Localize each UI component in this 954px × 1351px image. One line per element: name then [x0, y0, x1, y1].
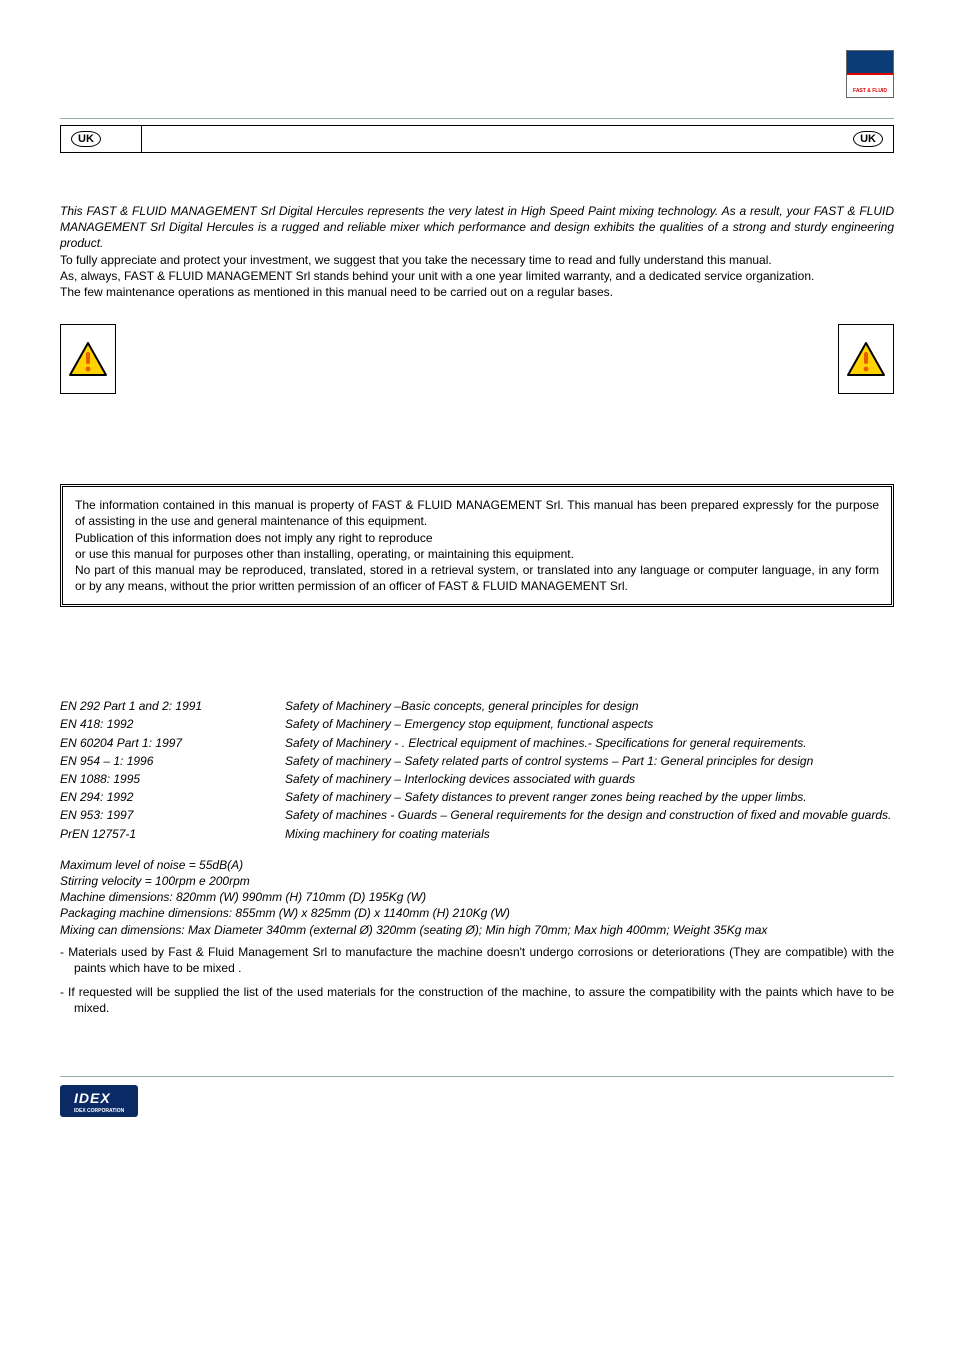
spec-packaging-dim: Packaging machine dimensions: 855mm (W) …	[60, 905, 894, 921]
standard-desc: Safety of machinery – Safety distances t…	[285, 788, 894, 806]
standard-code: EN 418: 1992	[60, 715, 285, 733]
uk-badge-left: UK	[71, 131, 101, 147]
notes-block: - Materials used by Fast & Fluid Managem…	[60, 944, 894, 1017]
intro-italic: This FAST & FLUID MANAGEMENT Srl Digital…	[60, 203, 894, 252]
idex-logo-sub: IDEX CORPORATION	[74, 1108, 124, 1115]
prop-p1: The information contained in this manual…	[75, 497, 879, 529]
spec-stirring: Stirring velocity = 100rpm e 200rpm	[60, 873, 894, 889]
table-row: EN 953: 1997Safety of machines - Guards …	[60, 806, 894, 824]
warning-box-left	[60, 324, 116, 394]
warning-center-gap	[116, 324, 838, 394]
prop-p3: or use this manual for purposes other th…	[75, 546, 879, 562]
standard-desc: Mixing machinery for coating materials	[285, 825, 894, 843]
table-row: EN 294: 1992Safety of machinery – Safety…	[60, 788, 894, 806]
standard-code: EN 294: 1992	[60, 788, 285, 806]
uk-bar: UK UK	[60, 125, 894, 153]
standard-code: EN 292 Part 1 and 2: 1991	[60, 697, 285, 715]
intro-section: This FAST & FLUID MANAGEMENT Srl Digital…	[60, 203, 894, 300]
intro-p4: The few maintenance operations as mentio…	[60, 284, 894, 300]
warning-box-right	[838, 324, 894, 394]
standard-desc: Safety of machinery – Interlocking devic…	[285, 770, 894, 788]
intro-p3: As, always, FAST & FLUID MANAGEMENT Srl …	[60, 268, 894, 284]
uk-bar-spacer	[141, 126, 853, 152]
standard-desc: Safety of machinery – Safety related par…	[285, 752, 894, 770]
header-rule	[60, 118, 894, 119]
standard-code: EN 953: 1997	[60, 806, 285, 824]
standard-desc: Safety of Machinery – Emergency stop equ…	[285, 715, 894, 733]
page-header: FAST & FLUID	[60, 50, 894, 110]
table-row: EN 954 – 1: 1996Safety of machinery – Sa…	[60, 752, 894, 770]
warning-row	[60, 324, 894, 394]
specs-block: Maximum level of noise = 55dB(A) Stirrin…	[60, 857, 894, 938]
note-1: - Materials used by Fast & Fluid Managem…	[60, 944, 894, 976]
idex-logo: IDEX IDEX CORPORATION	[60, 1085, 138, 1117]
table-row: EN 60204 Part 1: 1997Safety of Machinery…	[60, 734, 894, 752]
spec-can-dim: Mixing can dimensions: Max Diameter 340m…	[60, 922, 894, 938]
warning-icon	[846, 341, 886, 377]
spec-noise: Maximum level of noise = 55dB(A)	[60, 857, 894, 873]
idex-logo-text: IDEX	[74, 1090, 111, 1106]
standards-table: EN 292 Part 1 and 2: 1991Safety of Machi…	[60, 697, 894, 843]
prop-p2: Publication of this information does not…	[75, 530, 879, 546]
table-row: EN 418: 1992Safety of Machinery – Emerge…	[60, 715, 894, 733]
standard-desc: Safety of Machinery - . Electrical equip…	[285, 734, 894, 752]
standard-desc: Safety of Machinery –Basic concepts, gen…	[285, 697, 894, 715]
page-footer: IDEX IDEX CORPORATION	[60, 1076, 894, 1117]
warning-icon	[68, 341, 108, 377]
brand-logo: FAST & FLUID	[846, 50, 894, 98]
proprietary-notice: The information contained in this manual…	[60, 484, 894, 607]
table-row: EN 1088: 1995Safety of machinery – Inter…	[60, 770, 894, 788]
intro-p2: To fully appreciate and protect your inv…	[60, 252, 894, 268]
standard-code: EN 60204 Part 1: 1997	[60, 734, 285, 752]
table-row: PrEN 12757-1Mixing machinery for coating…	[60, 825, 894, 843]
uk-badge-right: UK	[853, 131, 883, 147]
standard-desc: Safety of machines - Guards – General re…	[285, 806, 894, 824]
standard-code: EN 1088: 1995	[60, 770, 285, 788]
standard-code: PrEN 12757-1	[60, 825, 285, 843]
table-row: EN 292 Part 1 and 2: 1991Safety of Machi…	[60, 697, 894, 715]
brand-logo-text: FAST & FLUID	[852, 88, 888, 95]
standard-code: EN 954 – 1: 1996	[60, 752, 285, 770]
note-2: - If requested will be supplied the list…	[60, 984, 894, 1016]
spec-machine-dim: Machine dimensions: 820mm (W) 990mm (H) …	[60, 889, 894, 905]
prop-p4: No part of this manual may be reproduced…	[75, 562, 879, 594]
